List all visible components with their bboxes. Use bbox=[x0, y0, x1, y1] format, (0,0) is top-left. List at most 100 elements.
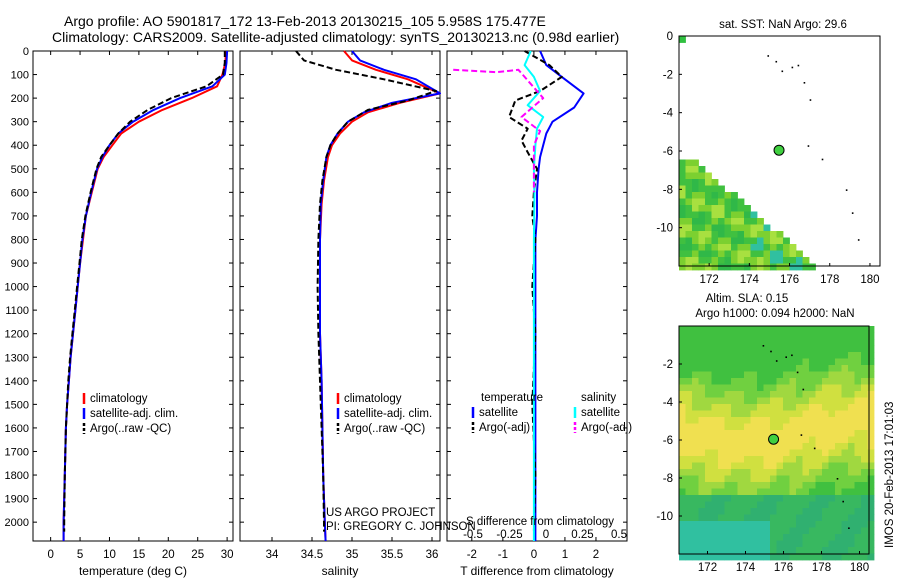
depth-tick-label: 1800 bbox=[5, 470, 29, 482]
difference-profile-series-s-argo-adj- bbox=[453, 68, 545, 193]
sla-map-island bbox=[791, 354, 793, 357]
difference-profile-xtick-label: 1 bbox=[562, 549, 568, 561]
sla-map-island bbox=[785, 356, 787, 358]
sst-map-island bbox=[845, 189, 848, 191]
depth-tick-label: 1400 bbox=[5, 376, 29, 388]
salinity-diff-tick-label: 0 bbox=[543, 529, 549, 541]
temperature-profile-frame bbox=[32, 50, 234, 542]
sst-map-argo-marker bbox=[773, 144, 785, 156]
salinity-diff-tick-label: -0.25 bbox=[496, 529, 522, 541]
depth-tick-label: 2000 bbox=[5, 517, 29, 529]
difference-profile-xtick-label: -1 bbox=[498, 549, 508, 561]
depth-tick-label: 1100 bbox=[5, 305, 29, 317]
sla-map-island bbox=[775, 360, 778, 362]
salinity-profile-legend-item-label: Argo(..raw -QC) bbox=[344, 423, 425, 435]
salinity-profile-xlabel: salinity bbox=[322, 564, 359, 578]
sst-map-xtick-label: 178 bbox=[820, 274, 839, 286]
depth-tick-label: 1300 bbox=[5, 352, 29, 364]
depth-tick-label: 500 bbox=[11, 164, 29, 176]
salinity-profile-xtick-label: 35 bbox=[346, 549, 359, 561]
sla-map-island bbox=[836, 478, 839, 480]
sla-map-ytick-label: -8 bbox=[663, 473, 673, 485]
temp-legend-title: temperature bbox=[481, 392, 543, 404]
temperature-profile-legend-item-label: satellite-adj. clim. bbox=[90, 408, 178, 420]
sst-map-cells bbox=[679, 36, 860, 271]
sst-map-ytick-label: -10 bbox=[656, 223, 673, 235]
imos-timestamp-label: IMOS 20-Feb-2013 17:01:03 bbox=[884, 402, 896, 548]
sla-map-ytick-label: -10 bbox=[656, 511, 673, 523]
sal-legend-satellite-label: satellite bbox=[581, 407, 620, 419]
temperature-profile-xlabel: temperature (deg C) bbox=[79, 564, 187, 578]
sst-map-island bbox=[791, 66, 794, 69]
sst-map-xtick-label: 176 bbox=[780, 274, 799, 286]
sla-map-ytick-label: -6 bbox=[663, 435, 673, 447]
sst-map-island bbox=[775, 60, 778, 63]
sst-map-island bbox=[807, 145, 810, 147]
sla-map-argo-marker bbox=[768, 433, 780, 445]
header-line-2: Climatology: CARS2009. Satellite-adjuste… bbox=[52, 29, 620, 45]
sst-map-ytick-label: -6 bbox=[663, 146, 673, 158]
sla-map-xtick-label: 174 bbox=[736, 562, 756, 574]
sst-map-xtick-label: 180 bbox=[860, 274, 879, 286]
sst-map-island bbox=[797, 64, 800, 67]
salinity-diff-tick-label: 0.5 bbox=[611, 529, 627, 541]
pi-label: PI: GREGORY C. JOHNSON bbox=[326, 521, 476, 533]
sla-map-xtick-label: 180 bbox=[850, 562, 869, 574]
sst-map-island bbox=[857, 239, 860, 241]
salinity-profile-series-argo-raw-qc- bbox=[295, 50, 437, 532]
depth-tick-label: 1900 bbox=[5, 494, 29, 506]
header-line-1: Argo profile: AO 5901817_172 13-Feb-2013… bbox=[64, 13, 546, 29]
sla-map-title-2: Argo h1000: 0.094 h2000: NaN bbox=[695, 308, 854, 320]
depth-tick-label: 800 bbox=[11, 234, 29, 246]
depth-tick-label: 1700 bbox=[5, 446, 29, 458]
depth-tick-label: 900 bbox=[11, 258, 29, 270]
depth-tick-label: 1200 bbox=[5, 329, 29, 341]
sla-map-title-1: Altim. SLA: 0.15 bbox=[706, 293, 788, 305]
temp-legend-satellite-label: satellite bbox=[479, 407, 518, 419]
sst-map-island bbox=[803, 82, 806, 84]
sla-map-xtick-label: 176 bbox=[774, 562, 793, 574]
sla-map-island bbox=[802, 388, 805, 391]
depth-tick-label: 1600 bbox=[5, 423, 29, 435]
sla-map-island bbox=[770, 350, 772, 353]
salinity-profile-legend-item-label: climatology bbox=[344, 393, 402, 405]
salinity-profile-xtick-label: 34 bbox=[266, 549, 279, 561]
salinity-profile-legend-item-label: satellite-adj. clim. bbox=[344, 408, 432, 420]
sla-map-ytick-label: -2 bbox=[663, 359, 673, 371]
depth-tick-label: 600 bbox=[11, 187, 29, 199]
depth-tick-label: 400 bbox=[11, 140, 29, 152]
project-label: US ARGO PROJECT bbox=[326, 507, 435, 519]
temperature-profile-xtick-label: 20 bbox=[162, 549, 175, 561]
difference-xlabel-top: S difference from climatology bbox=[466, 516, 614, 528]
sla-map-island bbox=[762, 345, 765, 347]
sst-map-xtick-label: 172 bbox=[700, 274, 719, 286]
temperature-profile-xtick-label: 5 bbox=[77, 549, 83, 561]
temperature-profile-legend-item-label: climatology bbox=[90, 393, 148, 405]
difference-profile-xtick-label: 0 bbox=[531, 549, 537, 561]
temperature-profile-legend-item-label: Argo(..raw -QC) bbox=[90, 423, 171, 435]
sla-map-island bbox=[848, 527, 850, 529]
sla-map-xtick-label: 178 bbox=[812, 562, 831, 574]
sla-map-island bbox=[813, 447, 816, 450]
sst-map-island bbox=[781, 70, 784, 73]
salinity-diff-tick-label: -0.5 bbox=[463, 529, 483, 541]
salinity-profile-xtick-label: 36 bbox=[426, 549, 439, 561]
temperature-profile-xtick-label: 15 bbox=[132, 549, 145, 561]
sst-map-island bbox=[851, 212, 854, 214]
sst-map-ytick-label: -2 bbox=[663, 69, 673, 81]
sst-map-title: sat. SST: NaN Argo: 29.6 bbox=[719, 19, 847, 31]
temperature-profile-xtick-label: 30 bbox=[221, 549, 234, 561]
depth-tick-label: 300 bbox=[11, 117, 29, 129]
temperature-profile-xtick-label: 0 bbox=[47, 549, 53, 561]
depth-tick-label: 100 bbox=[11, 70, 29, 82]
temperature-profile-series-argo-raw-qc- bbox=[63, 51, 226, 532]
sst-map-island bbox=[767, 55, 770, 57]
sla-map-island bbox=[800, 434, 803, 436]
depth-tick-label: 200 bbox=[11, 93, 29, 105]
depth-tick-label: 700 bbox=[11, 211, 29, 223]
temperature-profile-xtick-label: 10 bbox=[103, 549, 116, 561]
sla-map-island bbox=[796, 371, 799, 374]
sal-legend-argo-label: Argo(-adj) bbox=[581, 422, 632, 434]
sst-map-ytick-label: -8 bbox=[663, 184, 673, 196]
